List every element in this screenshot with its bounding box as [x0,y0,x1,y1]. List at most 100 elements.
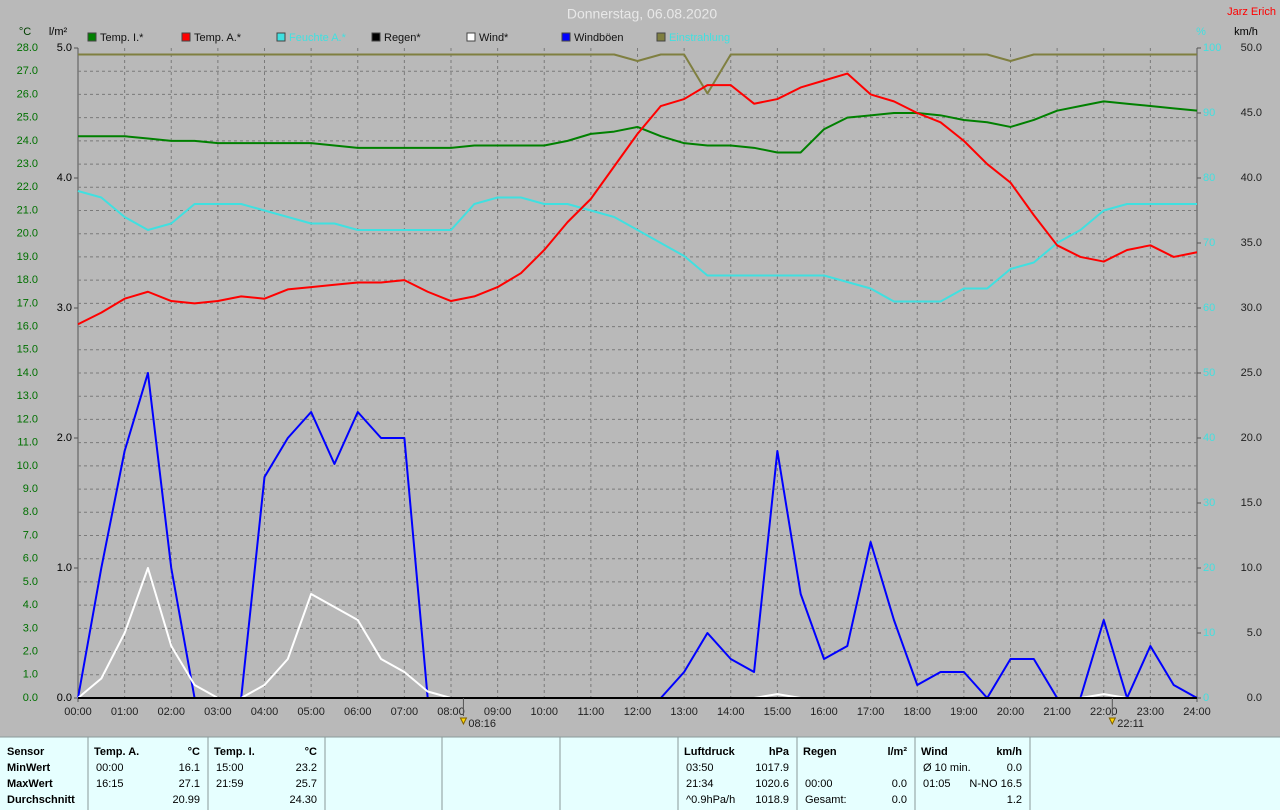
x-tick-label: 11:00 [578,706,605,718]
y4-tick-label: 5.0 [57,42,72,54]
x-tick-label: 12:00 [624,706,652,718]
y-tick-label: 7.0 [23,529,38,541]
y-tick-label: 3.0 [23,622,38,634]
stats-row-label: MaxWert [7,778,53,790]
author: Jarz Erich [1227,6,1276,18]
y-tick-label: 0.0 [23,692,38,704]
y4-tick-label: 4.0 [57,172,72,184]
stats-value: 1018.9 [755,794,789,806]
y3-tick-label: 30 [1203,497,1215,509]
x-tick-label: 09:00 [484,706,512,718]
x-tick-label: 01:00 [111,706,139,718]
y3-tick-label: 0 [1203,692,1209,704]
y-tick-label: 5.0 [23,576,38,588]
stats-time: 21:34 [686,778,714,790]
y-tick-label: 27.0 [17,65,38,77]
stats-row-label: Durchschnitt [7,794,75,806]
series-line [77,190,1197,303]
y-tick-label: 6.0 [23,553,38,565]
stats-dividers [0,736,1280,810]
x-tick-label: 23:00 [1137,706,1165,718]
y3-tick-label: 90 [1203,107,1215,119]
legend-label: Temp. I.* [100,32,144,44]
y2-tick-label: 35.0 [1241,237,1262,249]
y2-tick-label: 30.0 [1241,302,1262,314]
stats-title: Regen [803,746,837,758]
legend-swatch [181,32,191,42]
y3-axis-unit: % [1196,26,1206,38]
y2-tick-label: 50.0 [1241,42,1262,54]
y2-tick-label: 40.0 [1241,172,1262,184]
y-tick-label: 23.0 [17,158,38,170]
y-tick-label: 15.0 [17,344,38,356]
stats-title: Temp. I. [214,746,255,758]
x-tick-label: 03:00 [204,706,232,718]
annotation-label: 22:11 [1117,718,1144,730]
stats-time: 03:50 [686,762,714,774]
x-tick-label: 10:00 [530,706,558,718]
stats-title: Wind [921,746,948,758]
stats-value: N-NO 16.5 [969,778,1022,790]
y3-tick-label: 40 [1203,432,1215,444]
stats-value: 1020.6 [755,778,789,790]
y3-tick-label: 80 [1203,172,1215,184]
x-tick-label: 05:00 [297,706,325,718]
stats-unit: km/h [996,746,1022,758]
x-tick-label: 22:00 [1090,706,1118,718]
y2-tick-label: 45.0 [1241,107,1262,119]
y-tick-label: 4.0 [23,599,38,611]
stats-value: 0.0 [1007,762,1022,774]
y-axis-unit: °C [19,26,31,38]
y-tick-label: 11.0 [17,437,38,449]
stats-time: 21:59 [216,778,244,790]
y3-tick-label: 100 [1203,42,1221,54]
y-tick-label: 26.0 [17,88,38,100]
x-tick-label: 21:00 [1043,706,1071,718]
x-tick-label: 19:00 [950,706,978,718]
y-tick-label: 25.0 [17,112,38,124]
y-tick-label: 1.0 [23,669,38,681]
y-tick-label: 2.0 [23,645,38,657]
stats-value: 0.0 [892,778,907,790]
stats-value: 23.2 [296,762,317,774]
y2-axis-unit: km/h [1234,26,1258,38]
y2-tick-label: 15.0 [1241,497,1262,509]
x-tick-label: 08:00 [437,706,465,718]
legend-swatch [87,32,97,42]
legend-label: Regen* [384,32,421,44]
annotation-icon [459,717,468,726]
x-tick-label: 16:00 [810,706,838,718]
x-tick-label: 13:00 [670,706,698,718]
legend-label: Windböen [574,32,624,44]
x-tick-label: 20:00 [997,706,1025,718]
legend-label: Wind* [479,32,509,44]
y-tick-label: 20.0 [17,228,38,240]
y3-tick-label: 10 [1203,627,1215,639]
stats-time: ^0.9hPa/h [686,794,735,806]
stats-time: 00:00 [805,778,833,790]
y4-tick-label: 0.0 [57,692,72,704]
stats-unit: l/m² [887,746,907,758]
legend-swatch [466,32,476,42]
stats-time: 16:15 [96,778,124,790]
x-tick-label: 24:00 [1183,706,1211,718]
y-tick-label: 10.0 [17,460,38,472]
stats-value: 16.1 [179,762,200,774]
y-tick-label: 19.0 [17,251,38,263]
stats-row-label: MinWert [7,762,51,774]
stats-value: 1017.9 [755,762,789,774]
y-tick-label: 12.0 [17,413,38,425]
y2-tick-label: 10.0 [1241,562,1262,574]
y-tick-label: 16.0 [17,320,38,332]
x-tick-label: 18:00 [903,706,931,718]
stats-time: 01:05 [923,778,951,790]
stats-unit: °C [305,746,317,758]
stats-value: 27.1 [179,778,200,790]
y2-tick-label: 25.0 [1241,367,1262,379]
stats-title: Luftdruck [684,746,736,758]
y3-tick-label: 70 [1203,237,1215,249]
y4-axis-unit: l/m² [49,26,68,38]
stats-value: 25.7 [296,778,317,790]
